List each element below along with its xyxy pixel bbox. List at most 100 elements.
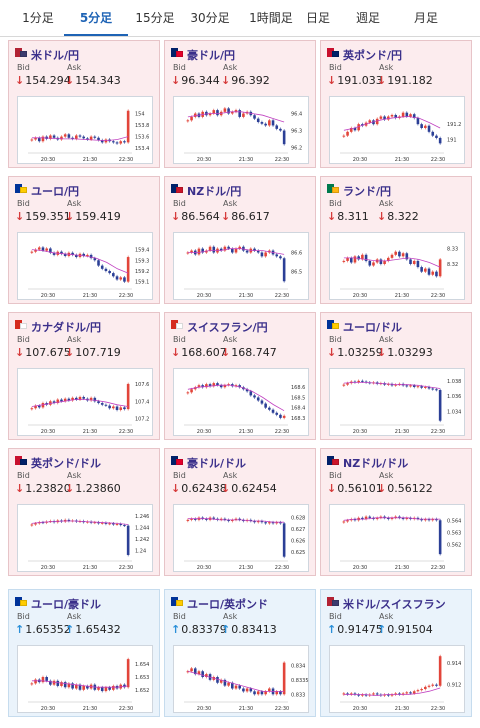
rate-card[interactable]: ユーロ/英ポンド Bid Ask ↑0.83379 ↑0.83413 0.834… <box>164 589 316 717</box>
tab-5[interactable]: 日足 <box>305 11 330 25</box>
rate-card[interactable]: 英ポンド/円 Bid Ask ↓191.033 ↓191.182 191.2 19… <box>320 40 472 168</box>
candle-body <box>256 250 260 253</box>
rate-card[interactable]: 豪ドル/円 Bid Ask ↓96.344 ↓96.392 96.4 96.3 96… <box>164 40 316 168</box>
candlestick-chart[interactable]: 0.564 0.563 0.562 20:30 21:30 22:30 <box>329 504 465 572</box>
y-tick-label: 153.6 <box>135 135 149 141</box>
candle-body <box>205 674 208 677</box>
candlestick-chart[interactable]: 0.628 0.627 0.626 0.625 20:30 21:30 22:30 <box>173 504 309 572</box>
pair-name[interactable]: 豪ドル/ドル <box>187 457 247 470</box>
candle-body <box>104 687 108 692</box>
candle-body <box>409 385 412 387</box>
tab-2[interactable]: 15分足 <box>135 11 175 25</box>
rate-card[interactable]: ユーロ/豪ドル Bid Ask ↑1.65352 ↑1.65432 1.654 1… <box>8 589 160 717</box>
candlestick-chart[interactable]: 1.246 1.244 1.242 1.24 20:30 21:30 22:30 <box>17 504 153 572</box>
arrow-down-icon: ↓ <box>221 482 231 495</box>
pair-name[interactable]: スイスフラン/円 <box>187 321 268 334</box>
rate-card[interactable]: NZドル/ドル Bid Ask ↓0.56101 ↓0.56122 0.564 0… <box>320 448 472 576</box>
candle-body <box>231 111 234 114</box>
bid-value: ↓168.607 <box>171 346 227 359</box>
ask-label: Ask <box>379 612 394 621</box>
pair-name[interactable]: NZドル/ドル <box>343 457 409 470</box>
candlestick-chart[interactable]: 154 153.8 153.6 153.4 20:30 21:30 22:30 <box>17 96 153 164</box>
pair-name[interactable]: NZドル/円 <box>187 185 242 198</box>
rate-card[interactable]: カナダドル/円 Bid Ask ↓107.675 ↓107.719 107.6 1… <box>8 312 160 440</box>
bid-value: ↓8.311 <box>327 210 369 223</box>
rate-card[interactable]: ユーロ/ドル Bid Ask ↓1.03259 ↓1.03293 1.038 1.… <box>320 312 472 440</box>
candle-body <box>394 516 397 518</box>
candlestick-chart[interactable]: 8.33 8.32 20:30 21:30 22:30 <box>329 232 465 300</box>
pair-name[interactable]: ユーロ/豪ドル <box>31 598 102 611</box>
pair-name[interactable]: ユーロ/ドル <box>343 321 403 334</box>
candlestick-chart[interactable]: 159.4 159.3 159.2 159.1 20:30 21:30 22:30 <box>17 232 153 300</box>
candle-body <box>264 691 267 695</box>
pair-name[interactable]: 米ドル/スイスフラン <box>343 598 446 611</box>
candle-body <box>390 254 394 258</box>
candle-body <box>197 385 201 388</box>
candlestick-chart[interactable]: 1.038 1.036 1.034 20:30 21:30 22:30 <box>329 368 465 436</box>
arrow-down-icon: ↓ <box>65 346 75 359</box>
rate-card[interactable]: 英ポンド/ドル Bid Ask ↓1.23820 ↓1.23860 1.246 1… <box>8 448 160 576</box>
arrow-down-icon: ↓ <box>221 346 231 359</box>
candle-body <box>387 694 390 696</box>
tab-4[interactable]: 1時間足 <box>249 11 293 25</box>
candle-body <box>41 247 45 251</box>
pair-name[interactable]: 米ドル/円 <box>31 49 80 62</box>
candle-body <box>379 259 383 264</box>
candle-body <box>438 390 442 421</box>
pair-name[interactable]: ユーロ/円 <box>31 185 80 198</box>
tab-3[interactable]: 30分足 <box>190 11 230 25</box>
pair-name[interactable]: 豪ドル/円 <box>187 49 236 62</box>
candlestick-chart[interactable]: 168.6 168.5 168.4 168.3 20:30 21:30 22:30 <box>173 368 309 436</box>
rate-card[interactable]: スイスフラン/円 Bid Ask ↓168.607 ↓168.747 168.6… <box>164 312 316 440</box>
rate-card[interactable]: 米ドル/円 Bid Ask ↓154.294 ↓154.343 154 153.8… <box>8 40 160 168</box>
candlestick-chart[interactable]: 191.2 191 20:30 21:30 22:30 <box>329 96 465 164</box>
pair-name[interactable]: 英ポンド/円 <box>343 49 403 62</box>
y-tick-label: 0.563 <box>447 530 461 536</box>
tab-6[interactable]: 週足 <box>355 11 380 25</box>
candlestick-chart[interactable]: 107.6 107.4 107.2 20:30 21:30 22:30 <box>17 368 153 436</box>
candle-body <box>63 682 67 688</box>
candle-body <box>412 691 416 694</box>
candle-body <box>409 114 412 117</box>
candlestick-chart[interactable]: 86.6 86.5 20:30 21:30 22:30 <box>173 232 309 300</box>
y-tick-label: 0.834 <box>291 664 305 670</box>
candle-body <box>260 122 264 124</box>
pair-name[interactable]: 英ポンド/ドル <box>31 457 102 470</box>
x-tick-label: 20:30 <box>353 706 367 712</box>
candlestick-chart[interactable]: 0.834 0.8335 0.833 20:30 21:30 22:30 <box>173 645 309 713</box>
rate-card[interactable]: 米ドル/スイスフラン Bid Ask ↑0.91475 ↑0.91504 0.9… <box>320 589 472 717</box>
tab-7[interactable]: 月足 <box>413 11 438 25</box>
pair-name[interactable]: ランド/円 <box>343 185 392 198</box>
rate-card[interactable]: ユーロ/円 Bid Ask ↓159.351 ↓159.419 159.4 159… <box>8 176 160 304</box>
tab-1[interactable]: 5分足 <box>79 11 113 25</box>
y-tick-label: 8.33 <box>447 247 458 253</box>
rate-card[interactable]: NZドル/円 Bid Ask ↓86.564 ↓86.617 86.6 86.5 2… <box>164 176 316 304</box>
candle-body <box>123 407 126 410</box>
za-flag-icon <box>327 184 339 193</box>
tab-0[interactable]: 1分足 <box>22 11 54 25</box>
candle-body <box>63 398 67 402</box>
bid-label: Bid <box>329 63 342 72</box>
candle-body <box>424 386 427 388</box>
rate-card[interactable]: ランド/円 Bid Ask ↓8.311 ↓8.322 8.33 8.32 20:3… <box>320 176 472 304</box>
candle-body <box>238 110 241 117</box>
rate-card[interactable]: 豪ドル/ドル Bid Ask ↓0.62438 ↓0.62454 0.628 0.… <box>164 448 316 576</box>
x-tick-label: 20:30 <box>197 293 211 299</box>
candlestick-chart[interactable]: 1.654 1.653 1.652 20:30 21:30 22:30 <box>17 645 153 713</box>
candle-body <box>420 124 423 128</box>
arrow-up-icon: ↑ <box>15 623 25 636</box>
candle-body <box>52 135 56 138</box>
candle-body <box>60 136 63 140</box>
bid-value: ↑0.83379 <box>171 623 227 636</box>
candlestick-chart[interactable]: 0.914 0.912 20:30 21:30 22:30 <box>329 645 465 713</box>
candlestick-chart[interactable]: 96.4 96.3 96.2 20:30 21:30 22:30 <box>173 96 309 164</box>
pair-name[interactable]: ユーロ/英ポンド <box>187 598 269 611</box>
chart-svg: 0.914 0.912 20:30 21:30 22:30 <box>340 654 461 712</box>
candle-body <box>387 257 390 261</box>
candle-body <box>405 692 409 694</box>
chart-svg: 154 153.8 153.6 153.4 20:30 21:30 22:30 <box>28 109 149 163</box>
candle-body <box>435 519 438 521</box>
candle-body <box>100 265 104 269</box>
pair-name[interactable]: カナダドル/円 <box>31 321 102 334</box>
x-tick-label: 21:30 <box>239 706 253 712</box>
